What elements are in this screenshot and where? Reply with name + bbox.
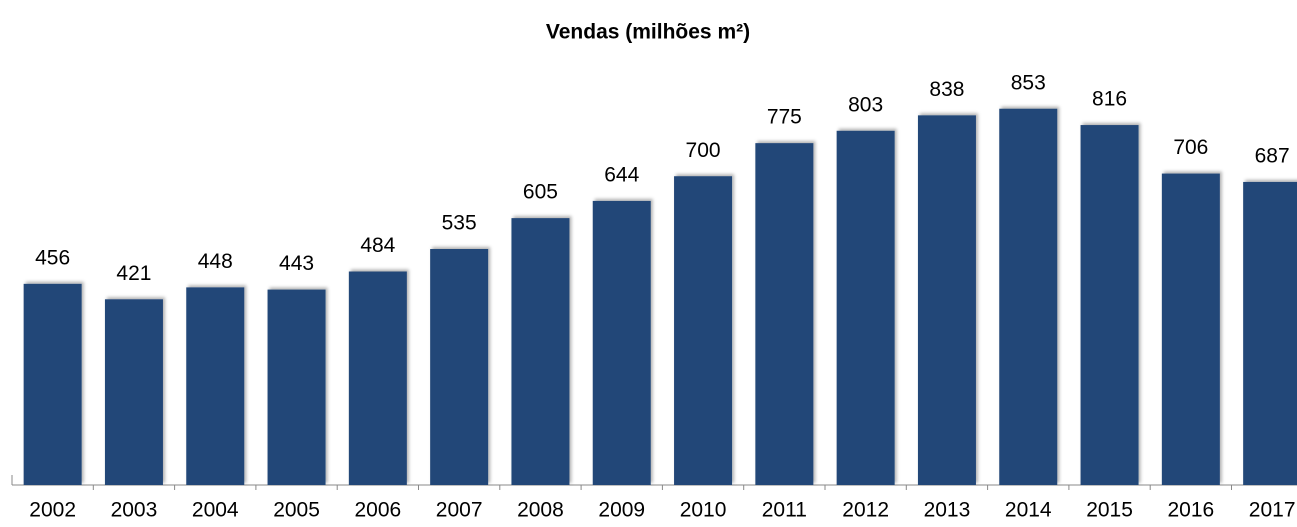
x-tick-label: 2002: [29, 499, 76, 522]
bar: [999, 108, 1058, 485]
data-label: 775: [767, 106, 802, 129]
data-label: 816: [1092, 88, 1127, 111]
x-tick-label: 2016: [1167, 499, 1214, 522]
data-label: 484: [360, 234, 395, 257]
bar: [674, 176, 733, 485]
chart-title: Vendas (milhões m²): [546, 21, 750, 44]
bar: [917, 115, 976, 486]
bar: [23, 283, 82, 485]
data-label: 535: [442, 212, 477, 235]
bar: [1080, 125, 1139, 485]
bar: [348, 271, 407, 485]
x-tick-label: 2003: [111, 499, 158, 522]
data-label: 838: [929, 78, 964, 101]
bar: [511, 218, 570, 485]
data-label: 803: [848, 93, 883, 116]
data-label: 644: [604, 163, 639, 186]
data-label: 853: [1011, 71, 1046, 94]
data-label: 700: [686, 139, 721, 162]
bar: [836, 130, 895, 485]
x-tick-label: 2009: [598, 499, 645, 522]
bar: [592, 200, 651, 485]
data-label: 706: [1173, 136, 1208, 159]
bar: [430, 249, 489, 485]
x-tick-label: 2011: [762, 499, 807, 522]
bar: [1243, 181, 1297, 485]
bar: [267, 289, 326, 485]
bar: [755, 143, 814, 485]
data-label: 448: [198, 250, 233, 273]
x-tick-label: 2004: [192, 499, 239, 522]
x-tick-label: 2006: [354, 499, 401, 522]
x-tick-label: 2017: [1249, 499, 1296, 522]
x-tick-label: 2014: [1005, 499, 1052, 522]
data-label: 605: [523, 181, 558, 204]
x-tick-label: 2005: [273, 499, 320, 522]
x-tick-label: 2010: [680, 499, 727, 522]
x-tick-label: 2007: [436, 499, 483, 522]
data-label: 687: [1255, 145, 1290, 168]
x-tick-label: 2008: [517, 499, 564, 522]
x-tick-label: 2015: [1086, 499, 1133, 522]
bar: [104, 299, 163, 485]
bar: [1161, 173, 1220, 485]
data-label: 443: [279, 252, 314, 275]
bar: [186, 287, 245, 485]
x-tick-label: 2013: [924, 499, 971, 522]
x-tick-label: 2012: [842, 499, 889, 522]
data-label: 421: [116, 262, 151, 285]
data-label: 456: [35, 246, 70, 269]
